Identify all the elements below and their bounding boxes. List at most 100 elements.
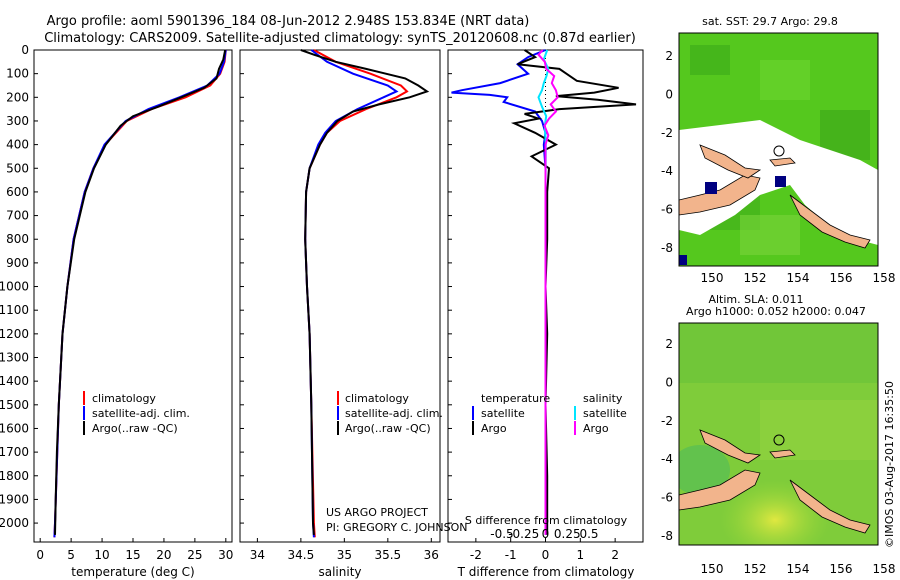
y-tick-label: 600 <box>6 185 29 199</box>
bottom-map-title1: Altim. SLA: 0.011 <box>708 293 803 306</box>
x-tick-label: 2 <box>611 548 619 562</box>
y-tick-label: 1800 <box>0 469 29 483</box>
x-tick-label: 30 <box>218 548 233 562</box>
salinity-legend: climatology satellite-adj. clim. Argo(..… <box>337 391 443 435</box>
y-tick-label: 100 <box>6 67 29 81</box>
top-map-title: sat. SST: 29.7 Argo: 29.8 <box>702 15 838 28</box>
legend-header-salinity: salinity <box>583 392 623 405</box>
map-x-tick-label: 150 <box>701 271 724 285</box>
series-line-s-argo <box>537 49 559 535</box>
map-x-tick-label: 152 <box>744 562 767 576</box>
chart-title-line1: Argo profile: aoml 5901396_184 08-Jun-20… <box>47 14 530 29</box>
map-y-tick-label: 0 <box>665 87 673 101</box>
y-tick-label: 1900 <box>0 492 29 506</box>
legend-label-satellite: satellite-adj. clim. <box>92 407 190 420</box>
sst-map-image <box>679 33 878 266</box>
map-x-tick-label: 158 <box>873 562 896 576</box>
y-tick-label: 1400 <box>0 374 29 388</box>
salinity-series-layer <box>300 49 430 538</box>
y-tick-label: 1500 <box>0 398 29 412</box>
map-y-tick-label: -8 <box>661 241 673 255</box>
series-line-argo-raw-qc- <box>300 49 430 535</box>
x-tick-label: 34 <box>250 548 265 562</box>
t-difference-xlabel: T difference from climatology <box>457 565 635 579</box>
axes-layer: 0 5 10 15 20 25 30 34 34.5 35 35.5 36 -2 -1 0 1 2 -0.5-0.… <box>0 43 619 562</box>
map-x-tick-label: 156 <box>830 562 853 576</box>
map-x-tick-label: 152 <box>744 271 767 285</box>
y-tick-label: 1200 <box>0 327 29 341</box>
copyright-stamp: ©IMOS 03-Aug-2017 16:35:50 <box>883 381 896 548</box>
series-line-climatology <box>53 49 227 538</box>
s-tick-label: 0.25 <box>554 527 581 541</box>
map-x-tick-label: 150 <box>701 562 724 576</box>
map-x-tick-label: 154 <box>787 562 810 576</box>
temperature-series-layer <box>53 49 227 538</box>
s-tick-label: -0.5 <box>490 527 513 541</box>
y-tick-label: 400 <box>6 138 29 152</box>
y-tick-label: 1600 <box>0 421 29 435</box>
legend-label-argo: Argo(..raw -QC) <box>92 422 178 435</box>
y-tick-label: 500 <box>6 161 29 175</box>
legend-label-satellite: satellite-adj. clim. <box>345 407 443 420</box>
pi-credit: PI: GREGORY C. JOHNSON <box>326 521 467 534</box>
x-tick-label: 10 <box>94 548 109 562</box>
map-x-tick-label: 158 <box>873 271 896 285</box>
salinity-xlabel: salinity <box>318 565 361 579</box>
y-tick-label: 1300 <box>0 351 29 365</box>
x-tick-label: 35.5 <box>374 548 401 562</box>
legend-label-t-satellite: satellite <box>481 407 525 420</box>
bottom-map-title2: Argo h1000: 0.052 h2000: 0.047 <box>686 305 866 318</box>
x-tick-label: -2 <box>470 548 482 562</box>
map-y-tick-label: -6 <box>661 203 673 217</box>
map-y-tick-label: -2 <box>661 126 673 140</box>
legend-label-s-argo: Argo <box>583 422 609 435</box>
x-tick-label: 20 <box>156 548 171 562</box>
y-tick-label: 0 <box>21 43 29 57</box>
map-y-tick-label: -4 <box>661 452 673 466</box>
map-y-tick-label: -8 <box>661 529 673 543</box>
x-tick-label: 25 <box>187 548 202 562</box>
series-line-climatology <box>304 49 409 538</box>
x-tick-label: 5 <box>67 548 75 562</box>
difference-legend: temperature satellite Argo salinity sate… <box>472 392 627 435</box>
x-tick-label: 34.5 <box>288 548 315 562</box>
x-tick-label: 15 <box>125 548 140 562</box>
legend-label-s-satellite: satellite <box>583 407 627 420</box>
y-tick-label: 1000 <box>0 280 29 294</box>
map-x-tick-label: 154 <box>787 271 810 285</box>
y-tick-label: 700 <box>6 209 29 223</box>
legend-label-argo: Argo(..raw -QC) <box>345 422 431 435</box>
s-tick-label: 0 <box>542 527 550 541</box>
temperature-xlabel: temperature (deg C) <box>71 565 194 579</box>
difference-series-layer <box>451 49 637 535</box>
map-y-tick-label: -4 <box>661 164 673 178</box>
legend-label-climatology: climatology <box>345 392 409 405</box>
s-difference-xlabel: S difference from climatology <box>465 514 628 527</box>
project-credit: US ARGO PROJECT <box>326 506 428 519</box>
s-tick-label: -0.25 <box>508 527 539 541</box>
legend-header-temperature: temperature <box>481 392 550 405</box>
y-tick-label: 200 <box>6 90 29 104</box>
temperature-legend: climatology satellite-adj. clim. Argo(..… <box>83 391 190 435</box>
x-tick-label: -1 <box>505 548 517 562</box>
x-tick-label: 35 <box>337 548 352 562</box>
x-tick-label: 36 <box>424 548 439 562</box>
y-tick-label: 900 <box>6 256 29 270</box>
map-y-tick-label: 2 <box>665 337 673 351</box>
series-line-t-satellite <box>451 49 547 535</box>
bottom-map-frame <box>678 322 879 546</box>
y-tick-label: 300 <box>6 114 29 128</box>
series-line-satellite-adj-clim- <box>304 49 399 538</box>
y-tick-label: 1700 <box>0 445 29 459</box>
map-y-tick-label: -6 <box>661 491 673 505</box>
x-tick-label: 1 <box>577 548 585 562</box>
series-line-t-argo <box>510 49 637 535</box>
y-tick-label: 800 <box>6 232 29 246</box>
map-y-tick-label: -2 <box>661 414 673 428</box>
map-x-tick-label: 156 <box>830 271 853 285</box>
top-map-frame <box>678 32 879 267</box>
temperature-panel <box>33 49 233 543</box>
sla-map-image <box>679 323 878 545</box>
y-tick-label: 2000 <box>0 516 29 530</box>
